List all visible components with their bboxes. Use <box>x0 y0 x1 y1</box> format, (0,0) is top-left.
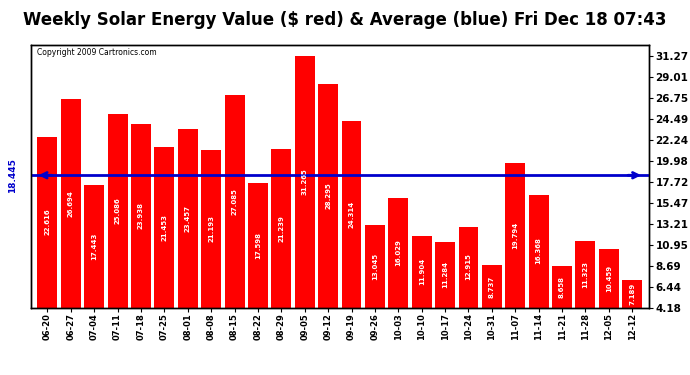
Text: Weekly Solar Energy Value ($ red) & Average (blue) Fri Dec 18 07:43: Weekly Solar Energy Value ($ red) & Aver… <box>23 11 667 29</box>
Bar <box>84 184 104 308</box>
Text: 13.045: 13.045 <box>372 253 378 280</box>
Text: 21.193: 21.193 <box>208 215 214 242</box>
Bar <box>271 149 291 308</box>
Bar <box>575 241 595 308</box>
Text: 28.295: 28.295 <box>325 182 331 209</box>
Text: 18.445: 18.445 <box>8 158 17 193</box>
Text: 21.453: 21.453 <box>161 214 168 241</box>
Bar <box>412 236 432 308</box>
Text: 16.029: 16.029 <box>395 239 402 266</box>
Text: 23.938: 23.938 <box>138 202 144 229</box>
Text: 11.323: 11.323 <box>582 261 589 288</box>
Text: 31.265: 31.265 <box>302 169 308 195</box>
Bar <box>529 195 549 308</box>
Bar <box>342 121 362 308</box>
Text: 7.189: 7.189 <box>629 282 635 304</box>
Bar <box>225 95 244 308</box>
Text: 23.457: 23.457 <box>185 205 190 232</box>
Text: 26.694: 26.694 <box>68 190 74 217</box>
Bar <box>178 129 198 308</box>
Text: 11.284: 11.284 <box>442 261 448 288</box>
Text: 8.658: 8.658 <box>559 276 565 298</box>
Bar <box>388 198 408 308</box>
Bar <box>505 163 525 308</box>
Bar <box>318 84 338 308</box>
Bar <box>61 99 81 308</box>
Bar <box>459 226 478 308</box>
Text: 11.904: 11.904 <box>419 258 425 285</box>
Bar <box>37 136 57 308</box>
Bar <box>622 280 642 308</box>
Text: 12.915: 12.915 <box>466 254 471 280</box>
Text: Copyright 2009 Cartronics.com: Copyright 2009 Cartronics.com <box>37 48 157 57</box>
Text: 24.314: 24.314 <box>348 201 355 228</box>
Bar <box>552 266 572 308</box>
Bar <box>365 225 385 308</box>
Bar <box>201 150 221 308</box>
Text: 25.086: 25.086 <box>115 197 121 224</box>
Text: 21.239: 21.239 <box>278 215 284 242</box>
Text: 10.459: 10.459 <box>606 265 612 292</box>
Text: 17.443: 17.443 <box>91 232 97 260</box>
Bar <box>599 249 619 308</box>
Bar <box>248 183 268 308</box>
Text: 16.368: 16.368 <box>535 238 542 264</box>
Text: 22.616: 22.616 <box>44 209 50 236</box>
Bar <box>482 265 502 308</box>
Bar <box>435 242 455 308</box>
Text: 19.794: 19.794 <box>512 222 518 249</box>
Bar <box>155 147 175 308</box>
Text: 27.085: 27.085 <box>232 188 237 215</box>
Text: 17.598: 17.598 <box>255 232 261 259</box>
Bar <box>108 114 128 308</box>
Text: 8.737: 8.737 <box>489 275 495 297</box>
Bar <box>131 124 151 308</box>
Bar <box>295 57 315 308</box>
